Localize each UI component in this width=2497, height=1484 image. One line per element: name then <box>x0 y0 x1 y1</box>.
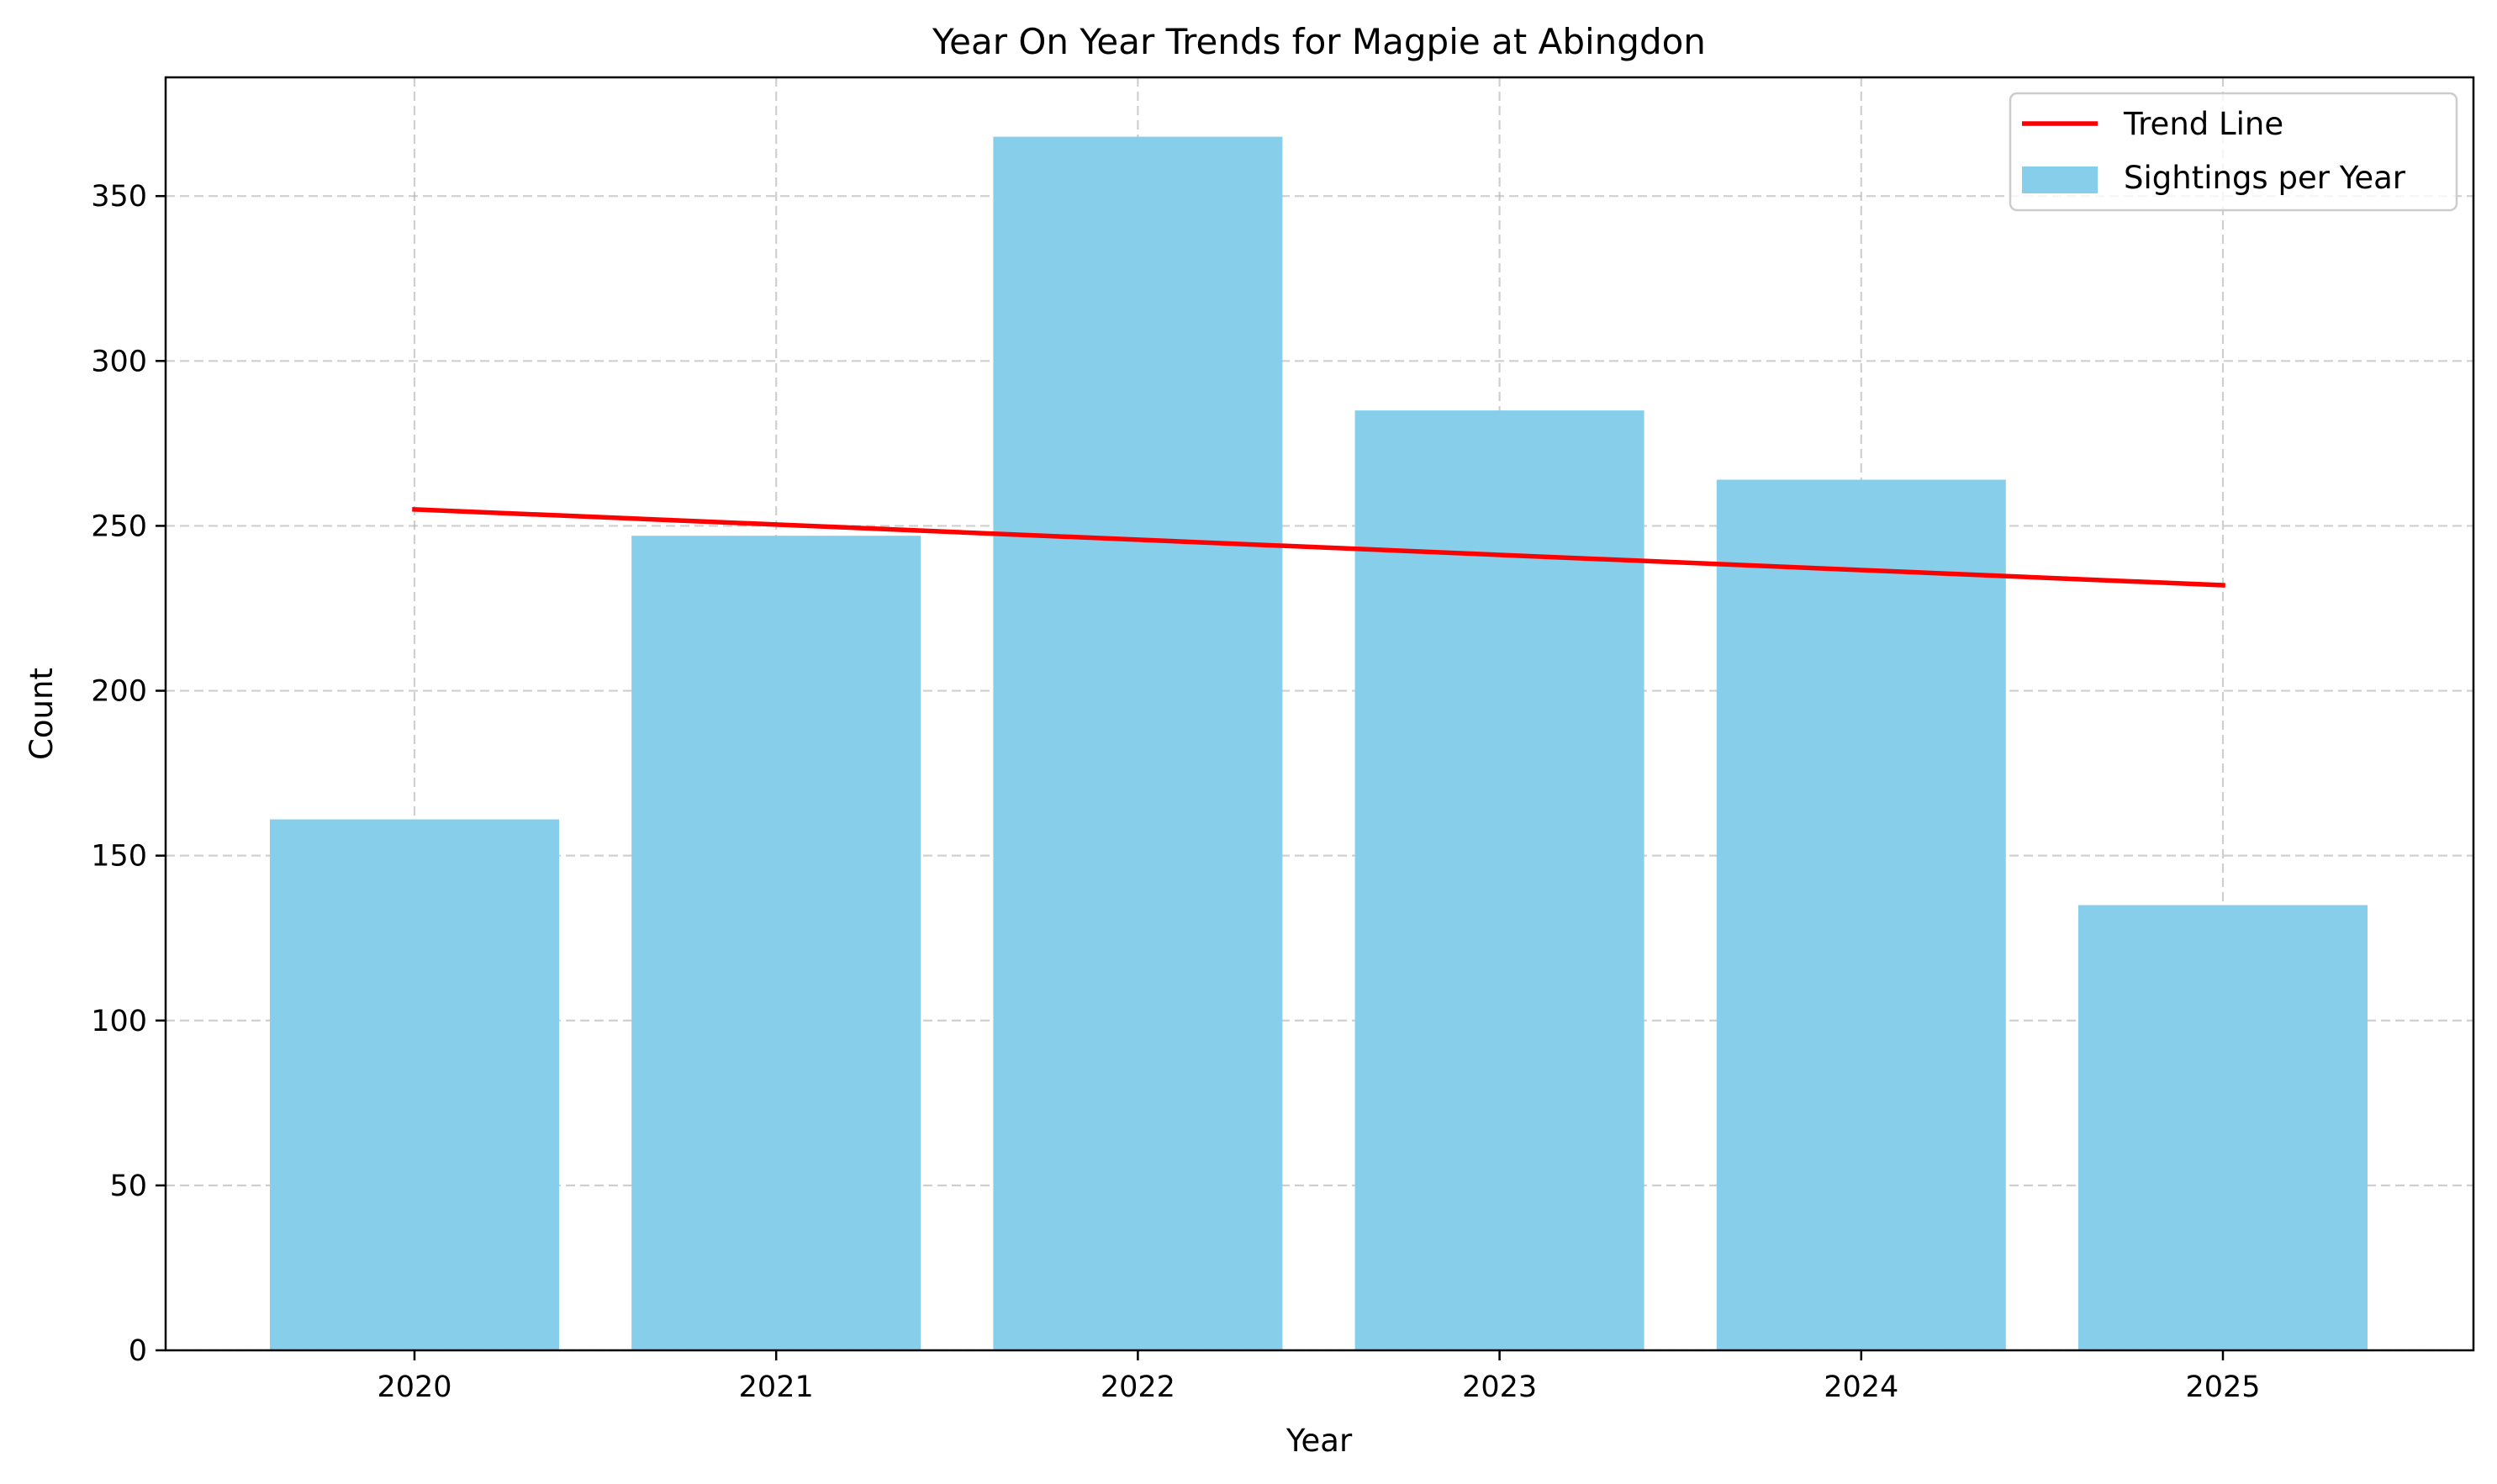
legend-sightings-label: Sightings per Year <box>2124 160 2406 196</box>
x-tick-label: 2023 <box>1462 1370 1537 1404</box>
y-tick-label: 250 <box>91 510 147 543</box>
x-tick-label: 2024 <box>1824 1370 1898 1404</box>
bar-2020 <box>270 819 559 1350</box>
y-tick-label: 0 <box>129 1334 147 1368</box>
legend: Trend Line Sightings per Year <box>2009 92 2458 212</box>
bars <box>270 136 2368 1351</box>
bar-2024 <box>1716 479 2006 1351</box>
plot-frame <box>164 76 2475 1352</box>
bar-2022 <box>993 136 1283 1350</box>
y-tick-label: 350 <box>91 180 147 214</box>
x-tick-label: 2022 <box>1101 1370 1175 1404</box>
x-axis-label: Year <box>1285 1423 1353 1459</box>
legend-box <box>2009 92 2458 212</box>
legend-sightings-swatch <box>2022 166 2098 193</box>
chart-title: Year On Year Trends for Magpie at Abingd… <box>932 21 1706 62</box>
trend-line <box>412 506 2225 588</box>
y-axis: 0 50 100 150 200 250 300 350 <box>91 180 166 1368</box>
y-axis-label: Count <box>24 668 60 760</box>
y-tick-label: 100 <box>91 1005 147 1038</box>
y-tick-label: 300 <box>91 345 147 378</box>
bar-2025 <box>2078 905 2368 1350</box>
legend-trend-line-label: Trend Line <box>2123 106 2283 142</box>
x-tick-label: 2020 <box>377 1370 451 1404</box>
y-tick-label: 200 <box>91 675 147 709</box>
y-tick-label: 150 <box>91 840 147 874</box>
bar-2023 <box>1354 410 1644 1350</box>
x-tick-label: 2021 <box>739 1370 814 1404</box>
x-axis: 2020 2021 2022 2023 2024 2025 <box>377 1350 2261 1404</box>
trend-line-group <box>412 506 2225 588</box>
x-tick-label: 2025 <box>2185 1370 2260 1404</box>
bar-2021 <box>631 536 921 1350</box>
y-tick-label: 50 <box>109 1170 147 1203</box>
